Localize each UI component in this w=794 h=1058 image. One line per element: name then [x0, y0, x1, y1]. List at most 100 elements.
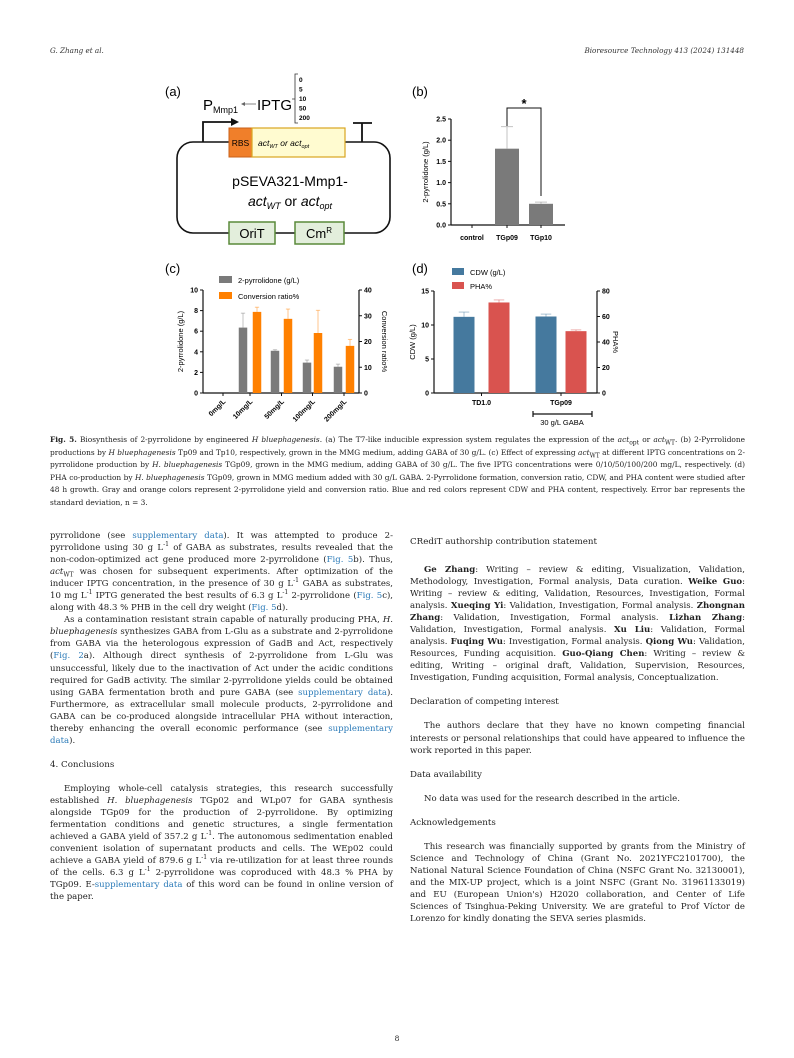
cross-reference-link[interactable]: Fig. 2 [53, 651, 84, 662]
y-tick-label: 1.5 [436, 159, 446, 166]
text-segment: . (b) 2-Pyrrolidone productions by [50, 435, 746, 457]
cross-reference-link[interactable]: Fig. 5 [326, 555, 354, 566]
text-segment: TGp09, grown in the MMG medium, adding G… [50, 460, 745, 482]
gene-box [251, 127, 346, 158]
y-tick-label: 0.0 [436, 223, 446, 230]
paragraph: pyrrolidone (see supplementary data). It… [50, 530, 393, 614]
x-tick-label: 100mg/L [292, 398, 318, 424]
y2-tick-label: 80 [602, 289, 610, 296]
text-segment: H. bluephagenesis [134, 472, 205, 482]
y-tick-label: 0.5 [436, 201, 446, 208]
text-segment: synthesizes GABA from L-Glu as a substra… [50, 627, 393, 662]
rbs-label: RBS [232, 138, 250, 148]
page-number: 8 [394, 1034, 400, 1043]
cross-reference-link[interactable]: Fig. 5 [251, 603, 277, 614]
text-segment: pyrrolidone (see [50, 531, 133, 541]
text-segment: act [578, 447, 590, 457]
panel-a-label: (a) [165, 84, 181, 99]
y-axis-label: 2-pyrrolidone (g/L) [421, 141, 430, 203]
bar [529, 203, 553, 225]
text-segment: ). Furthermore, as extracellular small m… [50, 687, 393, 734]
legend-swatch [219, 276, 232, 283]
y-tick-label: 2 [194, 370, 198, 377]
text-segment: -1 [293, 577, 299, 585]
text-segment: Ge Zhang [424, 565, 476, 575]
text-segment: act [653, 435, 665, 444]
text-segment: : Writing – review & editing, Visualizat… [410, 565, 745, 588]
text-segment: . (a) The T7-like inducible expression s… [319, 435, 618, 444]
text-segment: Weike Guo [688, 577, 743, 588]
y-axis-label: CDW (g/L) [408, 324, 417, 360]
iptg-label: IPTG [257, 97, 292, 114]
text-segment: : Validation, Resources, Funding acquisi… [410, 637, 746, 660]
panel-a-plasmid-diagram: (a) PMmp1 IPTG 0 5 10 50 200 RBS actWT or ac… [165, 73, 391, 245]
text-segment: -1 [201, 854, 208, 862]
legend-label: CDW (g/L) [470, 268, 506, 277]
text-segment: The authors declare that they have no kn… [410, 721, 745, 756]
x-tick-label: 10mg/L [232, 398, 255, 421]
y-tick-label: 10 [190, 288, 198, 295]
running-header-journal: Bioresource Technology 413 (2024) 131448 [584, 46, 744, 55]
y2-tick-label: 10 [364, 365, 372, 372]
text-segment: WT [589, 452, 600, 460]
text-segment: -1 [163, 541, 169, 549]
y2-axis-label: Conversion ratio% [380, 311, 389, 373]
text-segment: Employing whole-cell catalysis strategie… [50, 783, 393, 806]
cross-reference-link[interactable]: supplementary data [50, 723, 393, 746]
x-tick-label: TD1.0 [472, 400, 491, 407]
iptg-level: 50 [299, 106, 307, 113]
text-segment: : Validation, Investigation, Formal anal… [440, 613, 670, 624]
running-header-authors: G. Zhang et al. [50, 46, 104, 55]
y2-tick-label: 30 [364, 313, 372, 320]
bar [302, 362, 312, 393]
bar [535, 316, 557, 393]
cross-reference-link[interactable]: supplementary data [298, 687, 387, 698]
text-segment: was chosen for subsequent experiments. A… [50, 567, 393, 590]
bar [333, 366, 343, 393]
text-segment: Acknowledgements [410, 817, 496, 828]
text-segment: Lizhan Zhang [669, 613, 743, 624]
bar [270, 350, 280, 393]
y-axis-label: 2-pyrrolidone (g/L) [176, 310, 185, 372]
iptg-bracket [292, 73, 298, 124]
terminator-icon [353, 122, 372, 142]
orit-box [228, 221, 276, 245]
promoter-arrowhead-icon [231, 118, 239, 126]
paragraph: No data was used for the research descri… [410, 793, 745, 805]
text-segment: TGp09, grown in MMG medium added with 30… [50, 472, 745, 507]
iptg-level: 10 [299, 96, 307, 103]
legend-swatch [219, 292, 232, 299]
text-segment: -1 [86, 589, 93, 597]
panel-c-label: (c) [165, 261, 180, 276]
cross-reference-link[interactable]: Fig. 5 [356, 591, 383, 602]
text-segment: H. bluephagenesis [107, 795, 193, 806]
text-segment: ). It was attempted to produce 2-pyrroli… [50, 531, 393, 554]
text-segment: Guo-Qiang Chen [562, 649, 645, 660]
text-segment: ). [69, 735, 76, 746]
text-segment: Qiong Wu [645, 637, 693, 648]
y2-tick-label: 40 [602, 340, 610, 347]
x-tick-label: TGp09 [496, 235, 518, 242]
promoter-arrow [202, 121, 232, 142]
cross-reference-link[interactable]: supplementary data [132, 531, 224, 541]
text-segment: Biosynthesis of 2-pyrrolidone by enginee… [76, 435, 252, 444]
promoter-label: PMmp1 [203, 97, 238, 115]
text-segment: No data was used for the research descri… [424, 793, 680, 804]
cmr-box [294, 221, 345, 245]
left-column: pyrrolidone (see supplementary data). It… [50, 530, 393, 903]
y2-tick-label: 40 [364, 288, 372, 295]
iptg-level: 200 [299, 115, 310, 122]
text-segment: 2-pyrrolidone ( [288, 591, 357, 602]
significance-bracket [506, 107, 542, 196]
text-segment: H. bluephagenesis [152, 460, 223, 470]
section-heading: Data availability [410, 769, 745, 781]
iptg-level: 0 [299, 77, 303, 84]
text-segment: H bluephagenesis [251, 435, 320, 444]
text-segment: b). Thus, [353, 555, 393, 566]
gaba-group-label: 30 g/L GABA [540, 418, 584, 427]
text-segment: or [639, 435, 654, 444]
cross-reference-link[interactable]: supplementary data [94, 880, 183, 891]
gene-label: actWT or actopt [258, 138, 310, 150]
section-heading: Acknowledgements [410, 817, 745, 829]
text-segment: -1 [144, 866, 151, 874]
